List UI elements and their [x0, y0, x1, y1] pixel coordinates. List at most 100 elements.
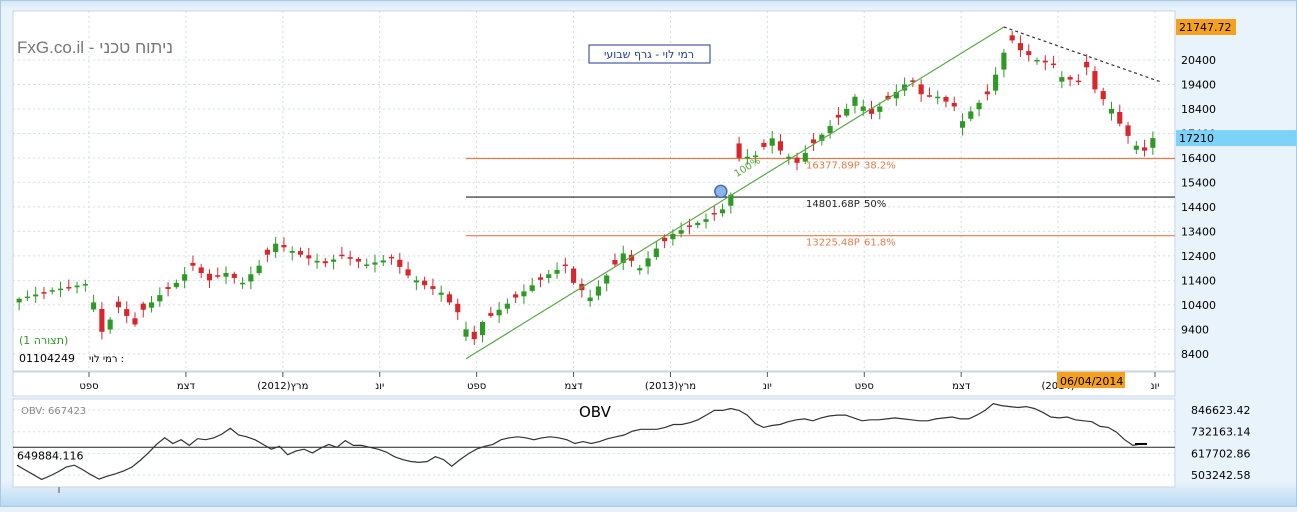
candle-body [1067, 77, 1073, 80]
candle-body [1017, 43, 1024, 51]
candle-body [1009, 35, 1015, 41]
candle-body [297, 251, 304, 255]
candle-body [695, 222, 701, 226]
candle-body [1034, 59, 1040, 62]
candle-body [852, 96, 858, 106]
candle-body [372, 262, 378, 265]
candle-body [256, 265, 262, 274]
candle-body [496, 309, 502, 316]
obv-y-tick-label: 732163.14 [1191, 426, 1251, 439]
candle-body [339, 254, 345, 257]
y-tick-label: 14400 [1181, 201, 1216, 214]
fib-anchor-handle[interactable] [714, 184, 728, 199]
candle-body [289, 251, 295, 253]
candle-body [306, 255, 312, 259]
candle-body [438, 292, 444, 295]
obv-title: OBV [579, 403, 612, 421]
candle-body [355, 258, 361, 262]
candle-body [190, 262, 196, 266]
x-tick-label: מרץ(2013) [645, 381, 696, 392]
obv-end-marker [58, 442, 1147, 493]
y-tick-label: 10400 [1181, 299, 1216, 312]
candle-body [148, 302, 155, 308]
candle-body [521, 291, 527, 297]
candle-body [165, 287, 171, 289]
candle-body [620, 253, 626, 263]
candle-body [504, 303, 510, 309]
candle-body [877, 106, 883, 112]
obv-y-tick-label: 617702.86 [1191, 447, 1251, 460]
candle-body [331, 259, 337, 262]
y-tick-label: 15400 [1181, 176, 1216, 189]
candle-body [488, 313, 494, 316]
x-tick-label: דצמ [177, 381, 196, 392]
candle-body [993, 74, 999, 91]
high-price-label: 21747.72 [1179, 21, 1232, 34]
candle-body [49, 290, 55, 292]
candle-body [463, 329, 469, 337]
candle-body [827, 126, 833, 134]
candle-body [728, 194, 734, 206]
candle-body [926, 95, 932, 97]
y-tick-label: 18400 [1181, 103, 1216, 116]
obv-y-tick-label: 846623.42 [1191, 404, 1251, 417]
candle-body [124, 309, 130, 316]
candle-body [885, 95, 891, 100]
candle-body [314, 260, 320, 263]
trend-line[interactable] [1003, 26, 1162, 83]
candle-body [943, 96, 949, 102]
candle-body [413, 280, 419, 283]
price-y-axis: 8400 9400 10400 11400 12400 13400 14400 15400 16… [1181, 54, 1216, 361]
candle-body [206, 273, 213, 281]
x-tick-label: יונ [375, 381, 384, 392]
trend-lines [465, 26, 1162, 360]
candle-body [546, 274, 552, 279]
candle-body [215, 275, 221, 277]
x-tick-label: דצמ [952, 381, 971, 392]
candle-body [1100, 91, 1106, 100]
fib-level-pct: 61.8% [864, 238, 896, 249]
candle-body [910, 80, 916, 83]
candle-body [1026, 51, 1032, 56]
candle-body [248, 274, 254, 282]
candle-body [380, 260, 386, 263]
candle-body [537, 277, 544, 280]
candle-body [223, 273, 229, 277]
candle-body [595, 286, 601, 296]
candle-body [74, 285, 80, 288]
trend-line[interactable] [465, 26, 1005, 360]
obv-grid [13, 409, 1175, 476]
candle-body [844, 108, 850, 116]
candle-body [1125, 125, 1131, 136]
candle-body [612, 259, 618, 265]
x-tick-label: ספט [79, 381, 98, 392]
candle-body [670, 233, 676, 240]
candle-body [744, 156, 750, 159]
candle-body [1001, 52, 1007, 70]
obv-y-tick-label: 503242.58 [1191, 469, 1251, 482]
candle-body [893, 91, 899, 99]
candle-body [959, 121, 966, 128]
y-tick-label: 8400 [1181, 348, 1209, 361]
obv-level-label: 649884.116 [17, 449, 83, 462]
candle-body [1108, 108, 1115, 114]
chart-title: רמי לוי - גרף שבועי [604, 48, 694, 61]
candle-body [115, 301, 122, 308]
candle-body [984, 91, 990, 95]
x-tick-label: דצמ [564, 381, 583, 392]
y-tick-label: 11400 [1181, 274, 1216, 287]
candle-body [918, 84, 924, 95]
candle-body [777, 141, 784, 151]
high-price-marker [1176, 18, 1236, 35]
date-marker-label: 06/04/2014 [1060, 375, 1123, 388]
candle-body [1150, 138, 1156, 148]
candle-body [587, 297, 593, 302]
candle-body [902, 84, 908, 91]
candle-body [554, 269, 560, 274]
date-marker [1057, 372, 1125, 388]
candle-body [41, 292, 47, 294]
candle-body [794, 157, 800, 163]
candle-body [430, 286, 436, 289]
candle-body [860, 106, 866, 111]
candle-body [157, 295, 163, 302]
